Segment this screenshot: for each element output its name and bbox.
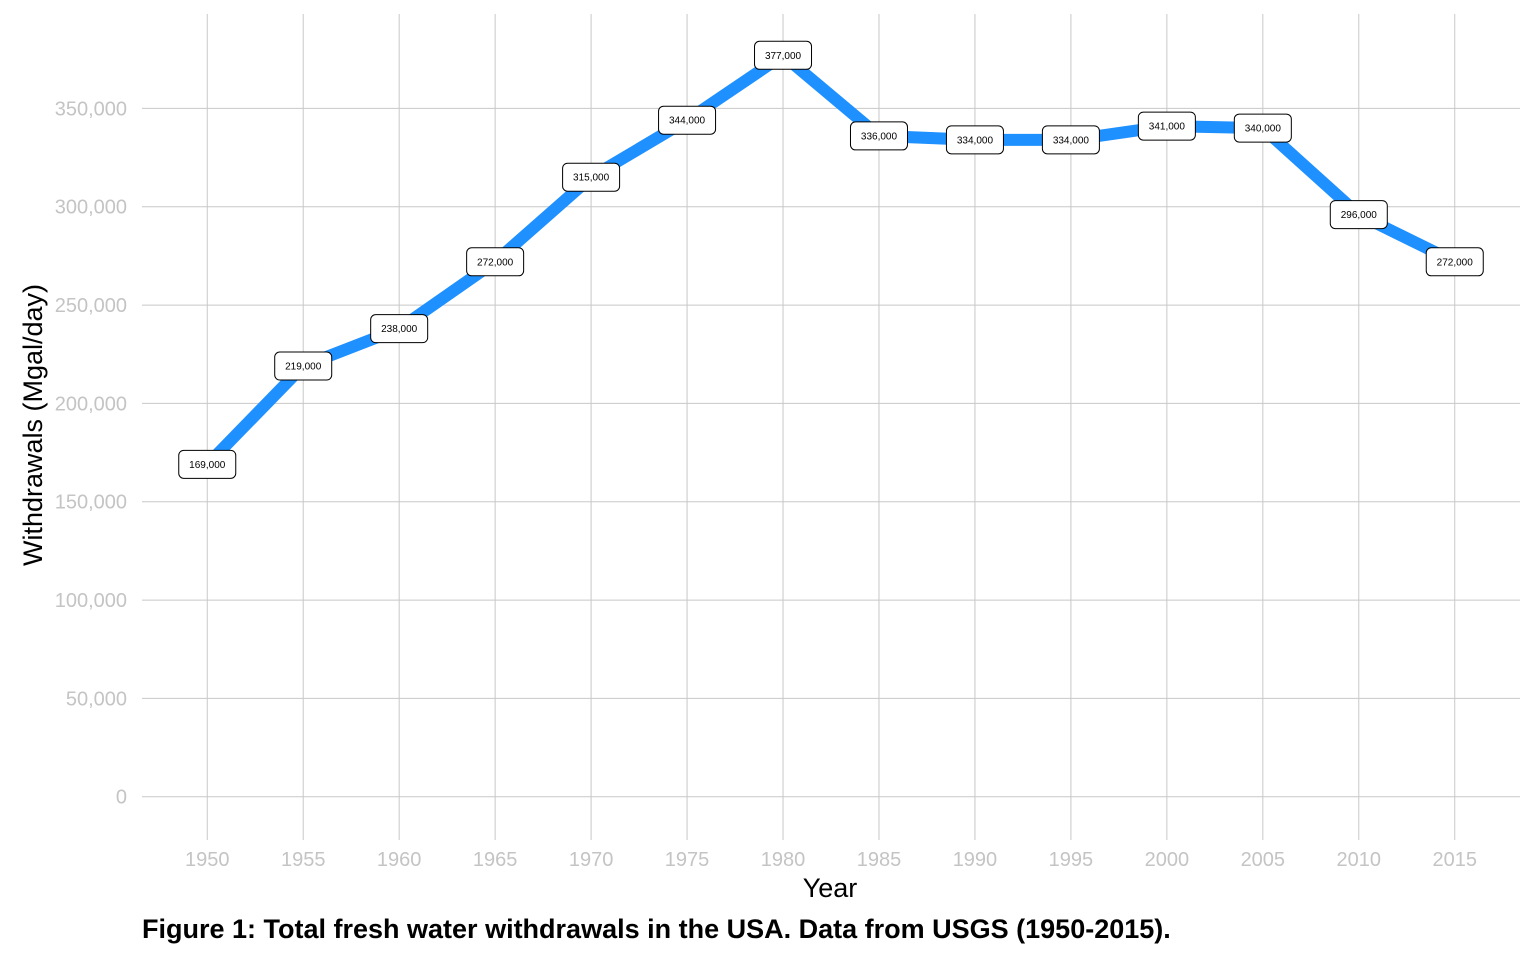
y-tick-label: 200,000 [55, 393, 127, 415]
y-tick-label: 0 [116, 787, 127, 809]
x-tick-label: 2010 [1337, 849, 1382, 871]
data-label: 334,000 [945, 125, 1004, 155]
data-labels: 169,000 219,000 238,000 272,000 315,000 344,0… [178, 40, 1484, 479]
data-label-box [466, 247, 525, 277]
data-label-text: 315,000 [573, 173, 610, 184]
data-label-text: 344,000 [669, 116, 706, 127]
data-label-box [274, 351, 333, 381]
figure-caption: Figure 1: Total fresh water withdrawals … [142, 914, 1171, 944]
y-tick-label: 350,000 [55, 98, 127, 120]
data-label-text: 340,000 [1245, 124, 1282, 135]
y-tick-label: 300,000 [55, 197, 127, 219]
data-label-text: 219,000 [285, 362, 322, 373]
data-label-box [1041, 125, 1100, 155]
x-tick-label: 2005 [1241, 849, 1286, 871]
line-chart: 0 50,000 100,000 150,000 200,000 250,000 300,0… [18, 14, 1520, 903]
data-label: 336,000 [849, 121, 908, 151]
data-label-box [562, 162, 621, 192]
data-label: 341,000 [1137, 111, 1196, 141]
data-label: 340,000 [1233, 113, 1292, 143]
data-label-text: 336,000 [861, 131, 898, 142]
data-label: 219,000 [274, 351, 333, 381]
x-tick-label: 1960 [377, 849, 422, 871]
x-tick-label: 1950 [185, 849, 230, 871]
data-label: 377,000 [754, 40, 813, 70]
data-label: 296,000 [1329, 200, 1388, 230]
x-tick-label: 1970 [569, 849, 614, 871]
y-tick-label: 100,000 [55, 590, 127, 612]
data-label: 272,000 [466, 247, 525, 277]
data-label-text: 169,000 [189, 460, 226, 471]
data-label-box [1329, 200, 1388, 230]
data-label: 334,000 [1041, 125, 1100, 155]
y-tick-label: 150,000 [55, 492, 127, 514]
data-label-text: 377,000 [765, 51, 802, 62]
x-tick-label: 1980 [761, 849, 806, 871]
x-tick-label: 1995 [1049, 849, 1094, 871]
data-label-text: 334,000 [957, 135, 994, 146]
data-label-box [178, 449, 237, 479]
x-tick-label: 1990 [953, 849, 998, 871]
data-label: 315,000 [562, 162, 621, 192]
data-label-box [658, 105, 717, 135]
data-label: 169,000 [178, 449, 237, 479]
data-label-box [1425, 247, 1484, 277]
data-label-text: 272,000 [477, 257, 514, 268]
data-label-box [849, 121, 908, 151]
y-tick-label: 50,000 [66, 688, 127, 710]
x-tick-label: 2000 [1145, 849, 1190, 871]
x-tick-label: 1955 [281, 849, 326, 871]
data-label-text: 272,000 [1437, 257, 1474, 268]
data-label-box [1137, 111, 1196, 141]
gridlines [142, 14, 1520, 840]
x-tick-label: 1975 [665, 849, 710, 871]
x-tick-label: 1965 [473, 849, 518, 871]
data-label: 238,000 [370, 314, 429, 344]
data-label-text: 296,000 [1341, 210, 1378, 221]
data-label-text: 341,000 [1149, 122, 1186, 133]
x-axis-title: Year [803, 873, 858, 903]
y-tick-label: 250,000 [55, 295, 127, 317]
data-label-box [370, 314, 429, 344]
data-label-text: 238,000 [381, 324, 418, 335]
data-label: 272,000 [1425, 247, 1484, 277]
x-axis-ticks: 1950 1955 1960 1965 1970 1975 1980 1985 1990 1995… [185, 849, 1477, 871]
data-label: 344,000 [658, 105, 717, 135]
data-label-text: 334,000 [1053, 135, 1090, 146]
data-label-box [754, 40, 813, 70]
x-tick-label: 1985 [857, 849, 902, 871]
data-label-box [945, 125, 1004, 155]
y-axis-title: Withdrawals (Mgal/day) [18, 284, 48, 566]
y-axis-ticks: 0 50,000 100,000 150,000 200,000 250,000 300,0… [55, 98, 127, 808]
data-label-box [1233, 113, 1292, 143]
x-tick-label: 2015 [1432, 849, 1477, 871]
